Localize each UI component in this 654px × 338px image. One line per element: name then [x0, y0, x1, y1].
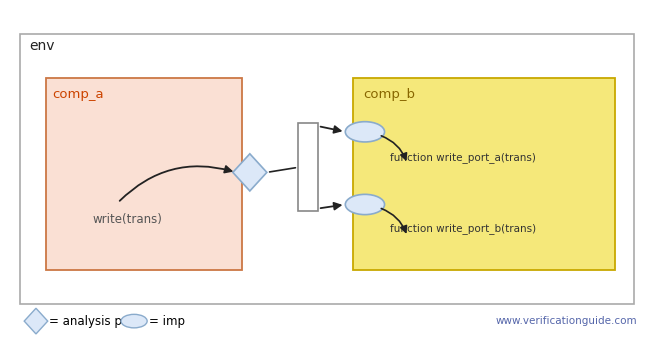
Text: function write_port_b(trans): function write_port_b(trans) — [390, 223, 536, 234]
Text: write(trans): write(trans) — [93, 213, 162, 226]
Text: env: env — [29, 39, 55, 53]
FancyBboxPatch shape — [20, 34, 634, 304]
Polygon shape — [24, 308, 48, 334]
Circle shape — [345, 194, 385, 215]
Text: = analysis port: = analysis port — [49, 315, 139, 328]
Circle shape — [345, 122, 385, 142]
Text: comp_a: comp_a — [52, 88, 104, 101]
FancyBboxPatch shape — [298, 123, 318, 211]
Circle shape — [121, 314, 147, 328]
Text: www.verificationguide.com: www.verificationguide.com — [496, 316, 638, 326]
Text: = imp: = imp — [149, 315, 185, 328]
FancyBboxPatch shape — [46, 78, 242, 270]
Text: function write_port_a(trans): function write_port_a(trans) — [390, 152, 536, 163]
Text: comp_b: comp_b — [363, 88, 415, 101]
Polygon shape — [233, 154, 267, 191]
FancyBboxPatch shape — [353, 78, 615, 270]
